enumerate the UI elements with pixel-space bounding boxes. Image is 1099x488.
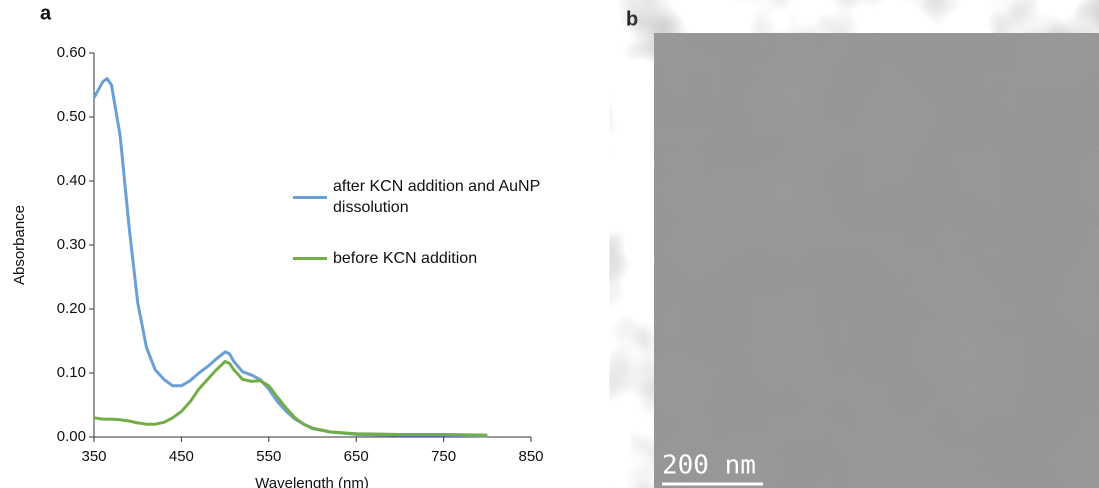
y-tick-label: 0.30: [57, 236, 86, 253]
x-tick-label: 350: [81, 448, 106, 465]
series-line: [93, 359, 488, 437]
y-tick-label: 0.00: [57, 428, 86, 445]
x-tick-label: 550: [256, 448, 281, 465]
x-tick-label: 850: [518, 448, 543, 465]
y-tick-label: 0.50: [57, 108, 86, 125]
legend-label: after KCN addition and AuNP dissolution: [333, 178, 540, 216]
x-tick-label: 650: [344, 448, 369, 465]
scale-bar-label: 200 nm: [662, 451, 756, 481]
y-axis-title: Absorbance: [11, 205, 28, 285]
legend-label: before KCN addition: [333, 250, 478, 267]
x-tick-label: 450: [169, 448, 194, 465]
panel-label: a: [40, 2, 52, 24]
y-tick-label: 0.10: [57, 364, 86, 381]
y-tick-label: 0.60: [57, 44, 86, 61]
y-tick-label: 0.20: [57, 300, 86, 317]
image-grain: [654, 33, 1099, 488]
panel-label: b: [626, 8, 638, 30]
legend-swatch: [293, 257, 327, 260]
x-tick-label: 750: [431, 448, 456, 465]
y-tick-label: 0.40: [57, 172, 86, 189]
legend-item: before KCN addition: [293, 248, 543, 269]
tem-image: 200 nm: [654, 33, 1099, 488]
legend-swatch: [293, 195, 327, 199]
legend-item: after KCN addition and AuNP dissolution: [293, 176, 543, 218]
x-axis-title: Wavelength (nm): [255, 475, 369, 488]
